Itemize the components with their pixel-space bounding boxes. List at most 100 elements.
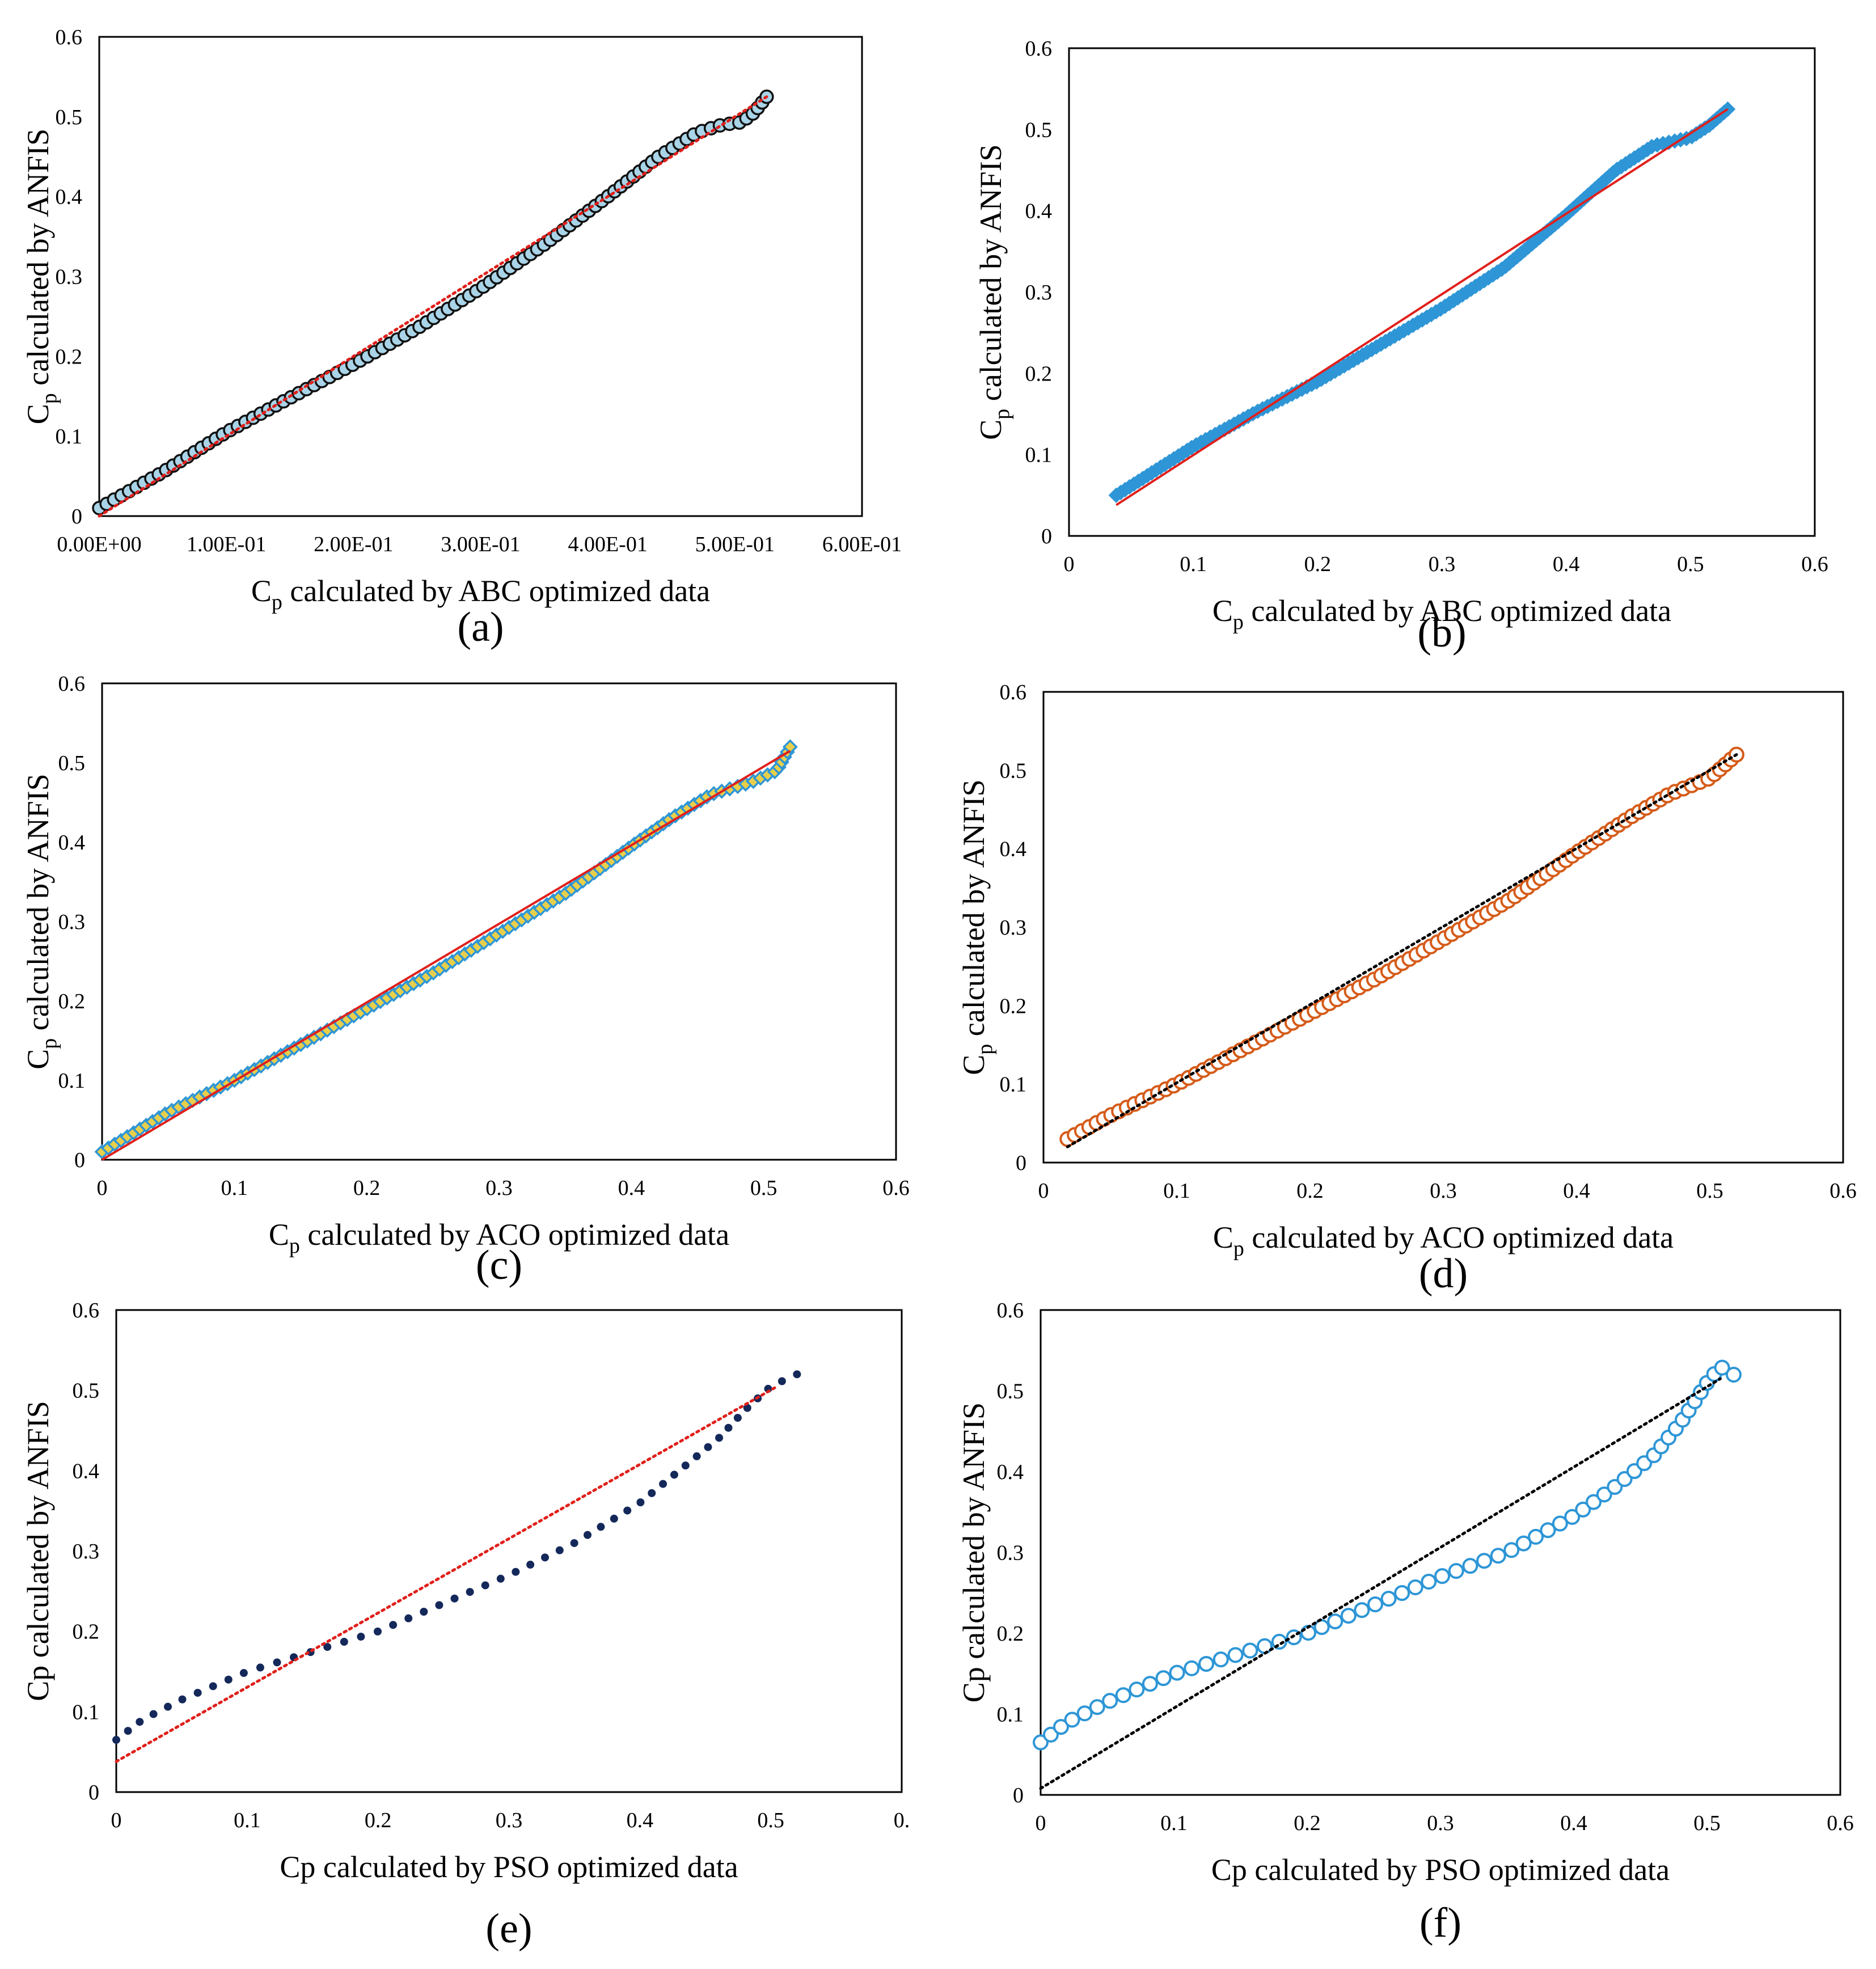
data-point xyxy=(526,1561,535,1569)
x-axis-label-text: calculated by PSO optimized data xyxy=(315,1850,738,1884)
y-tick-label: 0.5 xyxy=(56,105,83,129)
data-point xyxy=(743,1404,751,1412)
y-axis-label-subscript: p xyxy=(973,1044,997,1055)
chart-panel-4: 0 0.1 0.2 0.3 0.4 0.5 0.6 0 0.1 0.2 0.3 0.4 0.5 0.6 Cp… xyxy=(957,681,1857,1297)
y-tick-label: 0.3 xyxy=(56,265,83,289)
data-point xyxy=(540,1553,549,1562)
x-tick-label: 0.4 xyxy=(618,1176,645,1200)
y-tick-label: 0.2 xyxy=(1025,362,1053,386)
y-tick-label: 0 xyxy=(1041,525,1052,548)
data-point xyxy=(1380,1591,1397,1607)
y-axis-label-text: calculated by ANFIS xyxy=(957,779,991,1043)
data-point xyxy=(435,1601,443,1609)
data-point xyxy=(1503,1542,1520,1558)
y-tick-label: 0.4 xyxy=(56,185,83,209)
x-tick-label: 0.1 xyxy=(1180,552,1207,576)
y-tick-label: 0 xyxy=(1016,1151,1026,1175)
x-tick-label: 5.00E-01 xyxy=(695,533,775,556)
x-tick-label: 0.3 xyxy=(1429,552,1456,576)
data-point xyxy=(1198,1655,1215,1672)
chart-panel-2: 0 0.1 0.2 0.3 0.4 0.5 0.6 0 0.1 0.2 0.3 0.4 0.5 0.6 Cp… xyxy=(974,37,1828,656)
y-axis-label-text: calculated by ANFIS xyxy=(957,1402,991,1667)
data-point xyxy=(1064,1712,1080,1728)
trend-line xyxy=(101,750,791,1161)
data-point xyxy=(659,1480,667,1488)
data-point xyxy=(733,1414,742,1422)
y-tick-label: 0.5 xyxy=(997,1380,1024,1404)
panel-label: (a) xyxy=(457,604,504,650)
chart-panel-6: 0 0.1 0.2 0.3 0.4 0.5 0.6 0 0.1 0.2 0.3 0.4 0.5 0.6 Cp… xyxy=(957,1299,1854,1946)
data-point xyxy=(1476,1553,1493,1569)
x-tick-label: 0.2 xyxy=(365,1809,392,1832)
x-axis-label-text: calculated by ACO optimized data xyxy=(1244,1220,1674,1254)
x-axis-label: Cp calculated by ACO optimized data xyxy=(269,1218,729,1258)
data-point xyxy=(209,1682,217,1691)
x-tick-label: 0.5 xyxy=(750,1176,778,1200)
data-series xyxy=(1033,1359,1742,1751)
y-tick-label: 0.4 xyxy=(997,1460,1024,1484)
data-series xyxy=(92,89,774,516)
data-point xyxy=(273,1658,281,1667)
x-tick-label: 0.2 xyxy=(353,1176,381,1200)
data-point xyxy=(648,1489,656,1497)
x-tick-label: 0.2 xyxy=(1296,1179,1324,1203)
y-tick-label: 0.5 xyxy=(73,1379,100,1403)
x-tick-label: 2.00E-01 xyxy=(314,533,393,556)
data-point xyxy=(1564,1509,1581,1525)
x-tick-label: 0.5 xyxy=(1677,552,1704,576)
data-point xyxy=(1528,1528,1544,1545)
data-point xyxy=(357,1632,365,1641)
y-tick-label: 0.5 xyxy=(58,751,86,775)
plot-frame xyxy=(101,682,897,1161)
x-axis-label-subscript: p xyxy=(1233,1237,1244,1261)
y-axis-label-subscript: p xyxy=(990,409,1014,420)
data-series xyxy=(1059,746,1744,1147)
data-point xyxy=(1327,1613,1343,1630)
x-axis-label-prefix: C xyxy=(1212,594,1233,628)
y-tick-label: 0.1 xyxy=(58,1069,86,1093)
x-tick-label: 0.6 xyxy=(1827,1811,1854,1835)
y-axis-label: Cp calculated by ANFIS xyxy=(21,129,61,424)
x-axis-label-subscript: p xyxy=(272,590,282,614)
x-axis-label-text: calculated by PSO optimized data xyxy=(1247,1853,1670,1887)
data-point xyxy=(1340,1608,1357,1624)
y-tick-label: 0.1 xyxy=(1000,1073,1027,1097)
y-tick-label: 0.1 xyxy=(997,1703,1024,1727)
data-point xyxy=(1552,1515,1568,1532)
data-point xyxy=(610,1514,618,1523)
y-tick-label: 0.4 xyxy=(1000,838,1027,861)
x-tick-label: 0. xyxy=(894,1809,910,1832)
data-point xyxy=(239,1669,248,1678)
data-point xyxy=(389,1621,398,1629)
x-axis-label-text: calculated by ABC optimized data xyxy=(282,574,710,608)
x-tick-label: 0 xyxy=(1036,1811,1046,1835)
trend-line xyxy=(115,1385,779,1763)
y-axis-label-text: calculated by ANFIS xyxy=(21,129,55,393)
data-point xyxy=(1129,1681,1145,1698)
panel-label: (d) xyxy=(1419,1250,1468,1297)
data-point xyxy=(1354,1602,1370,1619)
data-point xyxy=(1367,1596,1384,1613)
data-point xyxy=(1169,1664,1185,1681)
x-axis-label-subscript: p xyxy=(289,1234,300,1258)
x-tick-label: 1.00E-01 xyxy=(187,533,266,556)
y-axis-label-prefix: C xyxy=(957,1055,991,1075)
x-tick-label: 0 xyxy=(97,1176,108,1200)
data-point xyxy=(670,1471,678,1479)
data-point xyxy=(1407,1579,1423,1596)
data-point xyxy=(512,1567,520,1576)
data-point xyxy=(724,1423,733,1432)
data-point xyxy=(1714,1359,1730,1376)
x-axis-label-text: calculated by ABC optimized data xyxy=(1244,594,1671,628)
data-point xyxy=(778,1377,786,1385)
data-point xyxy=(224,1675,233,1684)
trend-line xyxy=(1039,1377,1722,1790)
y-tick-label: 0.6 xyxy=(58,672,86,696)
x-tick-label: 0.1 xyxy=(221,1176,248,1200)
data-point xyxy=(1242,1642,1258,1659)
data-point xyxy=(112,1735,120,1744)
y-tick-label: 0 xyxy=(88,1781,99,1805)
x-tick-label: 0.4 xyxy=(1560,1811,1587,1835)
data-point xyxy=(466,1588,474,1596)
x-tick-label: 3.00E-01 xyxy=(441,533,520,556)
